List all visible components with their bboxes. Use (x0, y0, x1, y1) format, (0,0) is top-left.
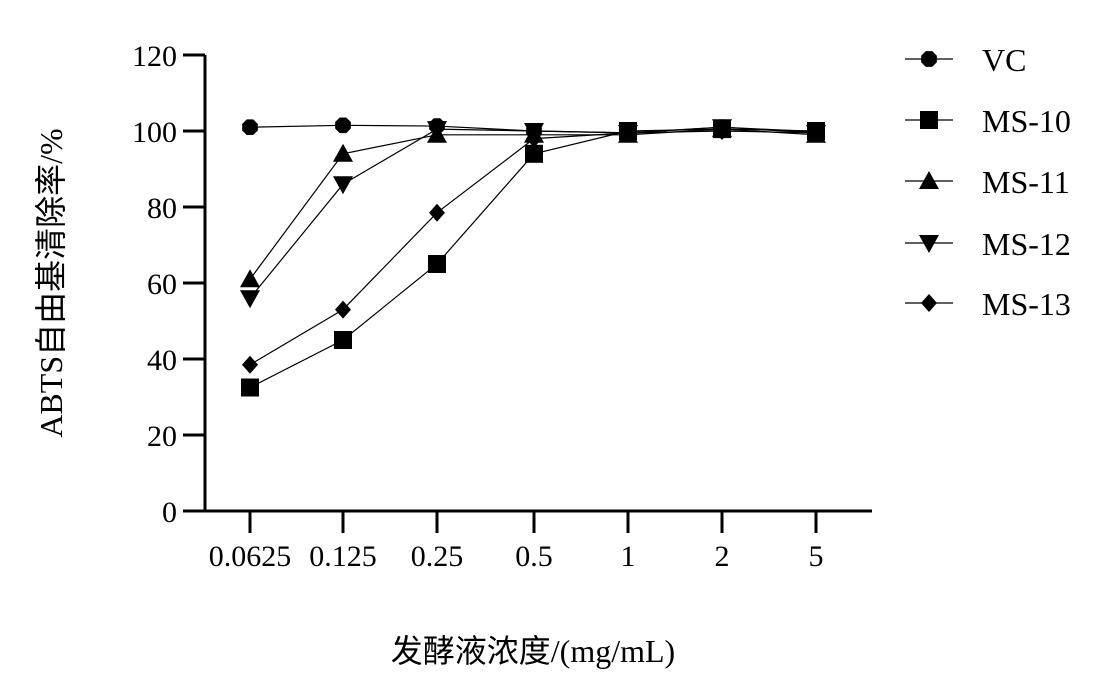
data-point-ms-11 (240, 269, 260, 288)
data-point-ms-10 (525, 144, 543, 163)
x-tick-label: 0.5 (515, 540, 553, 573)
axes: 0 20 40 60 80 100 120 0.0625 0.125 0.25 0.5 1 2 5 (132, 40, 872, 573)
data-point-ms-10 (241, 378, 259, 397)
x-tick-label: 5 (809, 540, 824, 573)
data-point-ms-13 (429, 203, 445, 222)
data-point-ms-13 (335, 300, 351, 319)
x-axis-title: 发酵液浓度/(mg/mL) (391, 633, 675, 669)
x-tick-label: 2 (715, 540, 730, 573)
legend-item-vc: VC (905, 42, 1026, 78)
x-tick-label: 0.25 (411, 540, 464, 573)
legend-marker (921, 294, 937, 312)
data-point-ms-13 (242, 355, 258, 374)
series-line-ms-13 (249, 130, 817, 366)
legend-item-ms-12: MS-12 (905, 226, 1071, 262)
data-point-ms-13 (620, 123, 636, 142)
y-tick-label: 0 (162, 496, 177, 529)
data-point-vc (242, 119, 258, 136)
data-point-ms-10 (428, 255, 446, 273)
data-point-ms-12 (240, 290, 260, 309)
data-point-ms-12 (427, 121, 447, 140)
data-point-ms-10 (334, 331, 352, 349)
data-point-ms-11 (333, 143, 353, 162)
legend-marker (920, 111, 938, 129)
y-tick-label: 80 (147, 192, 177, 225)
legend-item-ms-13: MS-13 (905, 286, 1071, 322)
y-tick-label: 60 (147, 268, 177, 301)
x-tick-label: 0.125 (309, 540, 377, 573)
x-tick-label: 1 (621, 540, 636, 573)
data-point-vc (335, 117, 351, 134)
y-tick-label: 100 (132, 116, 177, 149)
legend-label: MS-11 (982, 164, 1070, 200)
legend-marker (921, 51, 937, 67)
legend-marker (919, 171, 939, 189)
legend-label: VC (982, 42, 1026, 78)
legend-label: MS-13 (982, 286, 1071, 322)
data-point-ms-13 (808, 123, 824, 142)
legend-label: MS-12 (982, 226, 1071, 262)
legend-item-ms-10: MS-10 (905, 103, 1071, 139)
data-point-ms-13 (714, 122, 730, 140)
legend: VC MS-10 MS-11 MS-12 MS-13 (905, 42, 1071, 322)
legend-marker (919, 235, 939, 253)
series-markers (240, 117, 826, 397)
y-tick-label: 120 (132, 40, 177, 73)
y-tick-label: 20 (147, 420, 177, 453)
data-point-ms-13 (526, 129, 542, 148)
legend-label: MS-10 (982, 103, 1071, 139)
y-tick-label: 40 (147, 344, 177, 377)
x-tick-label: 0.0625 (209, 540, 292, 573)
legend-item-ms-11: MS-11 (905, 164, 1070, 200)
data-point-ms-12 (333, 176, 353, 195)
y-axis-title: ABTS自由基清除率/% (33, 128, 69, 437)
